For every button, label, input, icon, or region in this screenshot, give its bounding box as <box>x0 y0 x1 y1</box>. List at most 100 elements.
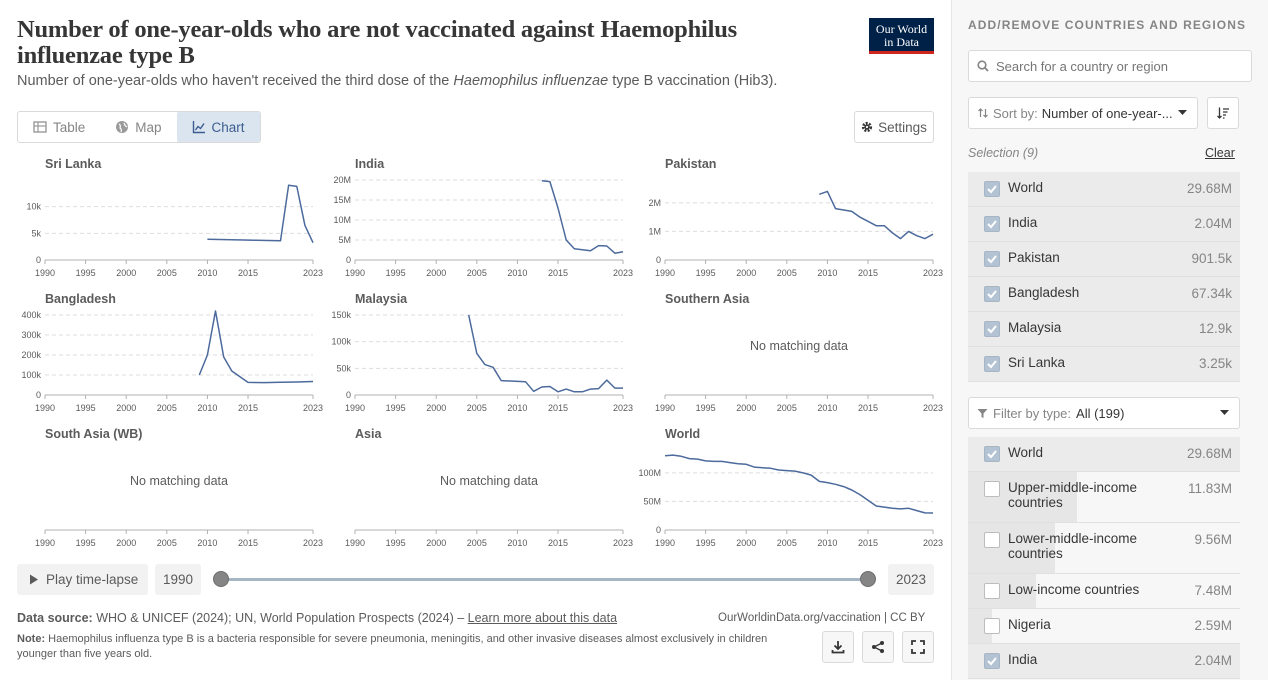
entity-checkbox[interactable] <box>984 532 1000 548</box>
entity-value: 12.9k <box>1198 321 1232 336</box>
entity-row[interactable]: India 2.04M <box>968 644 1240 679</box>
entity-name: Sri Lanka <box>1008 355 1066 370</box>
panel-title: Southern Asia <box>665 292 750 306</box>
x-tick-label: 2005 <box>467 538 487 548</box>
end-year-label[interactable]: 2023 <box>888 564 934 595</box>
entity-checkbox[interactable] <box>984 216 1000 232</box>
entity-row[interactable]: Pakistan 901.5k <box>968 242 1240 277</box>
y-tick-label: 10k <box>26 202 41 212</box>
x-tick-label: 1990 <box>345 403 365 413</box>
x-tick-label: 2010 <box>197 403 217 413</box>
entity-row[interactable]: Bangladesh 67.34k <box>968 277 1240 312</box>
entity-value: 2.59M <box>1194 618 1232 633</box>
entity-value: 67.34k <box>1191 286 1232 301</box>
tab-table[interactable]: Table <box>18 112 100 142</box>
panel-title: ADD/REMOVE COUNTRIES AND REGIONS <box>968 18 1247 32</box>
x-tick-label: 1995 <box>696 538 716 548</box>
owid-logo[interactable]: Our World in Data <box>869 18 934 54</box>
entity-checkbox[interactable] <box>984 356 1000 372</box>
entity-row[interactable]: Sri Lanka 3.25k <box>968 347 1240 382</box>
search-input[interactable] <box>996 58 1236 74</box>
share-icon <box>872 641 884 653</box>
y-tick-label: 50M <box>643 496 661 506</box>
entity-row[interactable]: Malaysia 12.9k <box>968 312 1240 347</box>
entity-checkbox[interactable] <box>984 583 1000 599</box>
entity-row[interactable]: Nigeria 2.59M <box>968 609 1240 644</box>
entity-value: 11.83M <box>1187 481 1232 496</box>
y-tick-label: 100k <box>21 370 41 380</box>
play-timelapse-button[interactable]: Play time-lapse <box>17 564 148 595</box>
entity-checkbox[interactable] <box>984 286 1000 302</box>
sort-arrows-icon <box>978 108 988 118</box>
sort-dropdown[interactable]: Sort by: Number of one-year-... <box>968 97 1198 129</box>
settings-button[interactable]: Settings <box>854 111 934 143</box>
entity-value: 2.04M <box>1194 216 1232 231</box>
entity-row[interactable]: Low-income countries 7.48M <box>968 574 1240 609</box>
entity-checkbox[interactable] <box>984 481 1000 497</box>
search-box[interactable] <box>968 50 1252 82</box>
entity-name: India <box>1008 652 1038 667</box>
entity-row[interactable]: Lower-middle-income countries 9.56M <box>968 523 1240 574</box>
entity-name: World <box>1008 180 1044 195</box>
panel-title: Sri Lanka <box>45 157 102 171</box>
y-tick-label: 5k <box>31 228 41 238</box>
entity-checkbox[interactable] <box>984 321 1000 337</box>
download-icon <box>831 641 845 654</box>
entity-checkbox[interactable] <box>984 653 1000 669</box>
y-tick-label: 5M <box>338 235 351 245</box>
entity-checkbox[interactable] <box>984 446 1000 462</box>
x-tick-label: 2023 <box>613 538 633 548</box>
y-tick-label: 0 <box>36 255 41 265</box>
learn-more-link[interactable]: Learn more about this data <box>467 611 618 625</box>
x-tick-label: 2005 <box>157 538 177 548</box>
x-tick-label: 2023 <box>923 403 943 413</box>
x-tick-label: 2023 <box>303 538 323 548</box>
entity-checkbox[interactable] <box>984 618 1000 634</box>
entity-name: Low-income countries <box>1008 582 1140 597</box>
x-tick-label: 2015 <box>238 403 258 413</box>
gear-icon <box>862 121 873 133</box>
x-tick-label: 2010 <box>817 403 837 413</box>
entity-name: Lower-middle-income countries <box>1008 531 1138 561</box>
fullscreen-button[interactable] <box>902 631 934 663</box>
x-tick-label: 2015 <box>858 538 878 548</box>
entity-checkbox[interactable] <box>984 181 1000 197</box>
x-tick-label: 2023 <box>303 268 323 278</box>
check-icon <box>987 657 997 666</box>
clear-selection-link[interactable]: Clear <box>1205 146 1235 160</box>
entity-selector-panel: ADD/REMOVE COUNTRIES AND REGIONS Sort by… <box>951 0 1268 680</box>
y-tick-label: 0 <box>36 390 41 400</box>
series-line <box>467 314 623 393</box>
x-tick-label: 2010 <box>507 538 527 548</box>
tab-chart[interactable]: Chart <box>176 112 260 142</box>
entity-name: Pakistan <box>1008 250 1060 265</box>
y-tick-label: 15M <box>333 195 351 205</box>
panel-title: Bangladesh <box>45 292 116 306</box>
entity-row[interactable]: Upper-middle-income countries 11.83M <box>968 472 1240 523</box>
entity-checkbox[interactable] <box>984 251 1000 267</box>
download-button[interactable] <box>822 631 854 663</box>
filter-dropdown[interactable]: Filter by type: All (199) <box>968 397 1240 429</box>
check-icon <box>987 255 997 264</box>
check-icon <box>987 325 997 334</box>
sort-order-button[interactable] <box>1207 97 1239 129</box>
start-year-label[interactable]: 1990 <box>155 564 201 595</box>
y-tick-label: 20M <box>333 175 351 185</box>
license-text: OurWorldinData.org/vaccination | CC BY <box>718 612 926 624</box>
timeline-end-handle[interactable] <box>860 571 876 587</box>
panel-title: India <box>355 157 385 171</box>
x-tick-label: 2023 <box>613 403 633 413</box>
tab-map[interactable]: Map <box>100 112 176 142</box>
y-tick-label: 150k <box>331 310 351 320</box>
entity-row[interactable]: India 2.04M <box>968 207 1240 242</box>
x-tick-label: 2005 <box>467 403 487 413</box>
share-button[interactable] <box>862 631 894 663</box>
search-icon <box>977 60 989 72</box>
timeline-start-handle[interactable] <box>213 571 229 587</box>
timeline-track[interactable] <box>221 578 868 581</box>
check-icon <box>987 220 997 229</box>
x-tick-label: 1995 <box>386 268 406 278</box>
sort-descending-icon <box>1217 107 1229 119</box>
entity-row[interactable]: World 29.68M <box>968 172 1240 207</box>
entity-row[interactable]: World 29.68M <box>968 437 1240 472</box>
